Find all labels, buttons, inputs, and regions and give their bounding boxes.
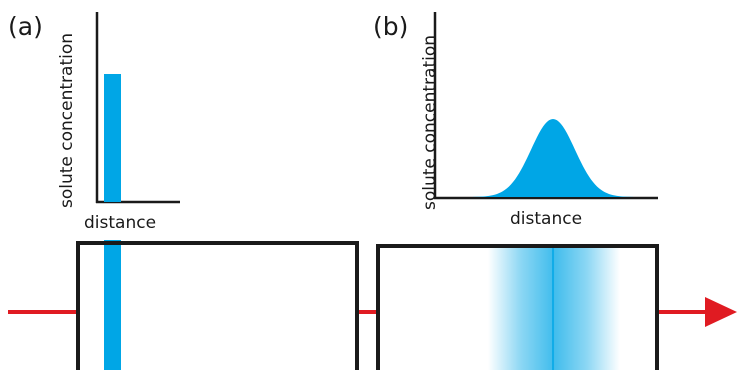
- panel-a-concentration-bar: [104, 74, 121, 202]
- panel-b-label: (b): [373, 12, 408, 41]
- panel-b-concentration-peak: [473, 119, 633, 197]
- column-a-outline: [76, 241, 359, 370]
- flow-line: [8, 297, 737, 327]
- panel-b-xlabel: distance: [510, 209, 582, 229]
- panel-a: (a) solute concentration distance: [8, 12, 180, 233]
- flow-arrow-icon: [705, 297, 737, 327]
- column-b: [376, 244, 659, 370]
- panel-b: (b) solute concentration distance: [373, 12, 658, 229]
- panel-a-ylabel: solute concentration: [57, 33, 77, 208]
- panel-a-label: (a): [8, 12, 43, 41]
- panel-a-xlabel: distance: [84, 213, 156, 233]
- panel-b-ylabel: solute concentration: [420, 35, 440, 210]
- column-a-solute-band: [104, 240, 121, 370]
- column-b-outline: [376, 244, 659, 370]
- column-b-solute-band: [488, 247, 620, 370]
- column-a: [76, 240, 359, 370]
